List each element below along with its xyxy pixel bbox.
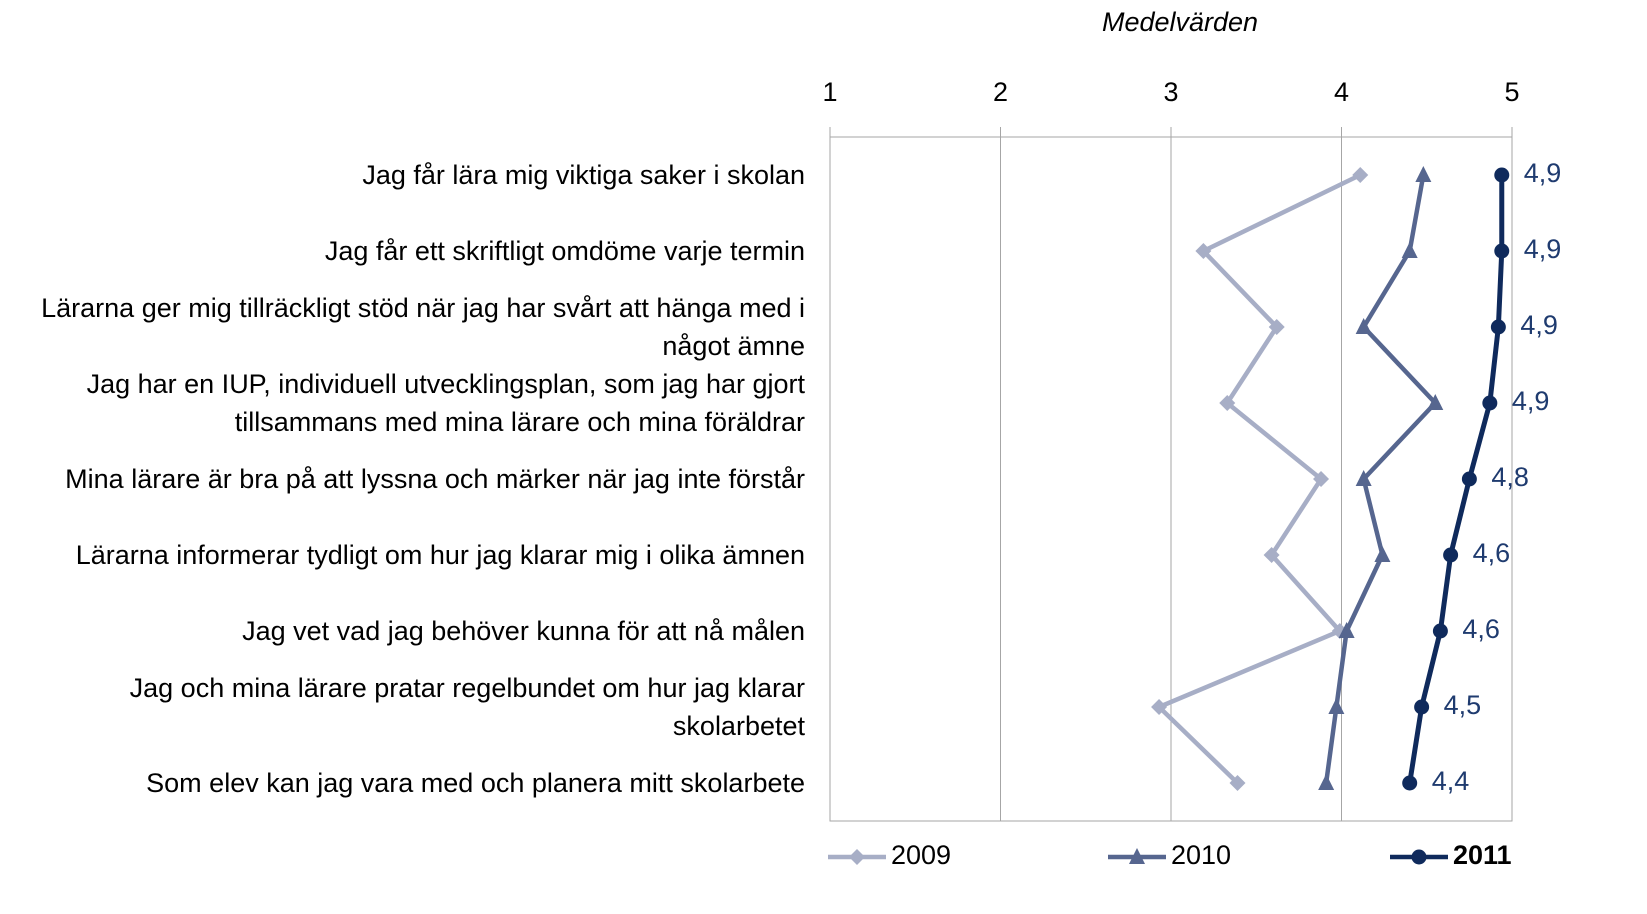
marker: [1338, 622, 1355, 638]
marker: [1482, 395, 1498, 411]
legend-marker: [1129, 848, 1145, 864]
marker: [1443, 547, 1459, 563]
marker: [1427, 394, 1444, 410]
data-label: 4,4: [1432, 766, 1470, 796]
marker: [1490, 319, 1506, 335]
marker: [1151, 699, 1168, 715]
data-label: 4,5: [1444, 690, 1482, 720]
marker: [1402, 775, 1418, 791]
x-tick-label: 2: [993, 77, 1008, 107]
category-label: Jag har en IUP, individuell utvecklingsp…: [86, 369, 805, 437]
marker: [1328, 698, 1345, 714]
data-label: 4,6: [1473, 538, 1511, 568]
marker: [1355, 318, 1372, 334]
marker: [1414, 699, 1430, 715]
marker: [1318, 774, 1335, 790]
category-label: Jag vet vad jag behöver kunna för att nå…: [242, 616, 805, 646]
marker: [1494, 167, 1510, 183]
marker: [1229, 775, 1246, 791]
category-label: Jag och mina lärare pratar regelbundet o…: [129, 673, 805, 741]
legend-marker: [1411, 849, 1427, 865]
data-label: 4,9: [1520, 310, 1558, 340]
category-label: Lärarna informerar tydligt om hur jag kl…: [75, 540, 805, 570]
x-tick-label: 1: [822, 77, 837, 107]
series-line: [1323, 174, 1438, 784]
legend-marker: [849, 849, 865, 865]
x-tick-label: 4: [1334, 77, 1349, 107]
marker: [1432, 623, 1448, 639]
data-label: 4,6: [1462, 614, 1500, 644]
legend-label: 2011: [1453, 840, 1512, 870]
data-label: 4,9: [1524, 158, 1562, 188]
category-label: Lärarna ger mig tillräckligt stöd när ja…: [41, 293, 805, 361]
marker: [1355, 470, 1372, 486]
marker: [1415, 166, 1432, 182]
marker: [1263, 547, 1280, 563]
data-label: 4,9: [1512, 386, 1550, 416]
marker: [1494, 243, 1510, 259]
category-label: Jag får lära mig viktiga saker i skolan: [362, 160, 805, 190]
category-label: Mina lärare är bra på att lyssna och mär…: [65, 464, 805, 494]
marker: [1219, 395, 1236, 411]
marker: [1313, 471, 1330, 487]
marker: [1461, 471, 1477, 487]
data-label: 4,9: [1524, 234, 1562, 264]
x-tick-label: 3: [1163, 77, 1178, 107]
chart-title: Medelvärden: [1102, 7, 1258, 37]
marker: [1401, 242, 1418, 258]
category-label: Jag får ett skriftligt omdöme varje term…: [324, 236, 805, 266]
marker: [1374, 546, 1391, 562]
legend-label: 2009: [891, 840, 951, 870]
category-label: Som elev kan jag vara med och planera mi…: [146, 768, 805, 798]
x-tick-label: 5: [1504, 77, 1519, 107]
legend-label: 2010: [1171, 840, 1231, 870]
marker: [1195, 243, 1212, 259]
series-line: [1156, 172, 1362, 785]
data-label: 4,8: [1491, 462, 1529, 492]
marker: [1352, 167, 1369, 183]
marker: [1268, 319, 1285, 335]
